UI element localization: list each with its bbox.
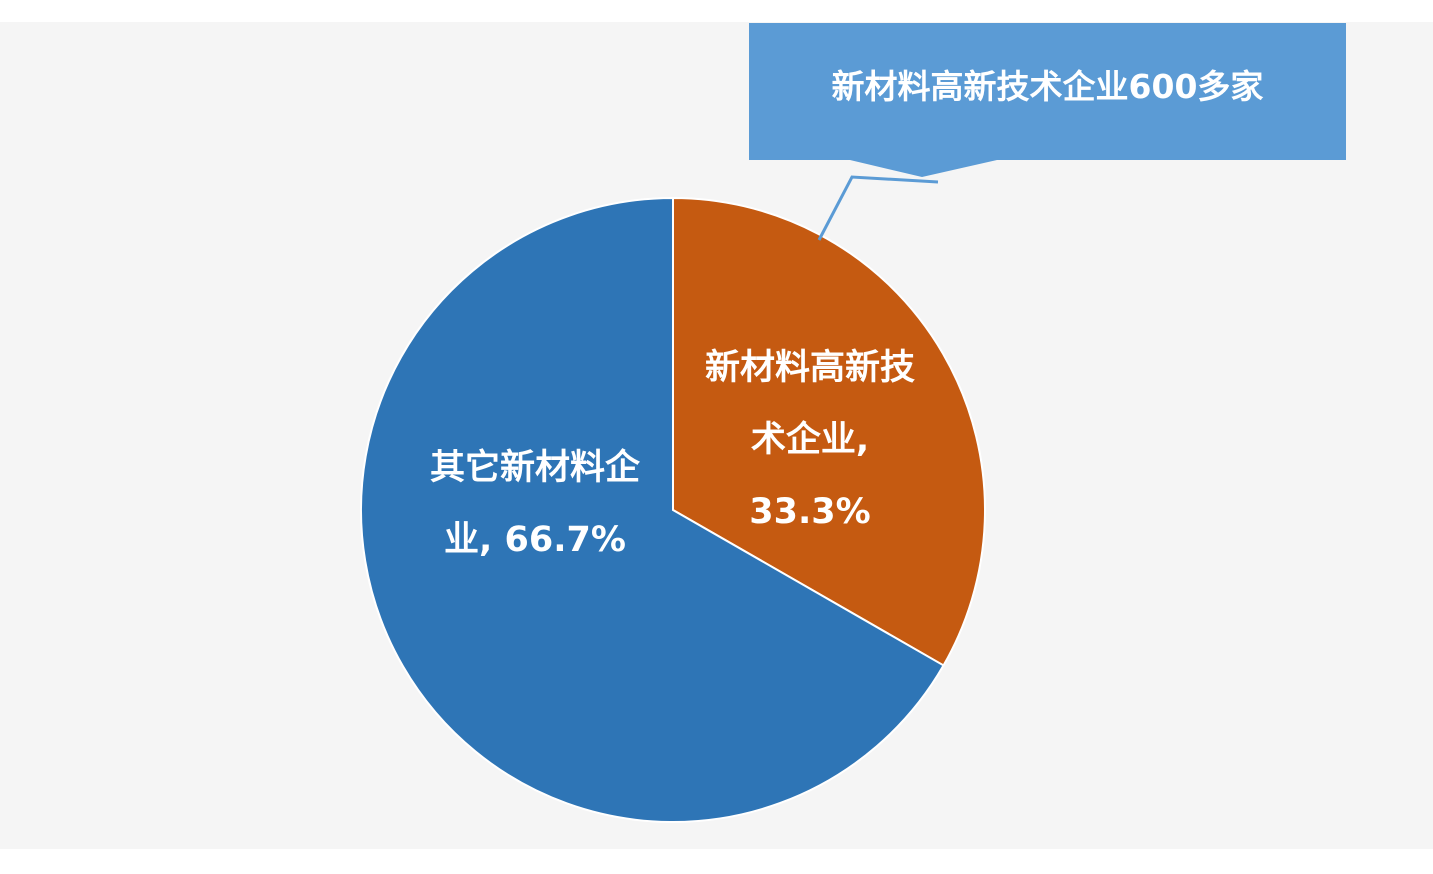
slice-label-line: 33.3%: [749, 492, 871, 532]
slice-label-line: 新材料高新技: [704, 348, 915, 388]
callout-leader-line: [817, 175, 939, 241]
slice-label-line: 术企业,: [750, 420, 870, 460]
callout-box: [749, 23, 1346, 177]
slice-label-high-tech: 新材料高新技 术企业, 33.3%: [660, 332, 960, 548]
slice-label-other: 其它新材料企 业, 66.7%: [385, 432, 685, 576]
pie-slice-0: [672, 196, 986, 667]
pie-slice-1: [360, 196, 945, 823]
callout-annotation-text: 新材料高新技术企业600多家: [831, 67, 1264, 106]
slice-label-line: 其它新材料企: [429, 448, 640, 488]
slice-label-line: 业, 66.7%: [444, 520, 626, 560]
